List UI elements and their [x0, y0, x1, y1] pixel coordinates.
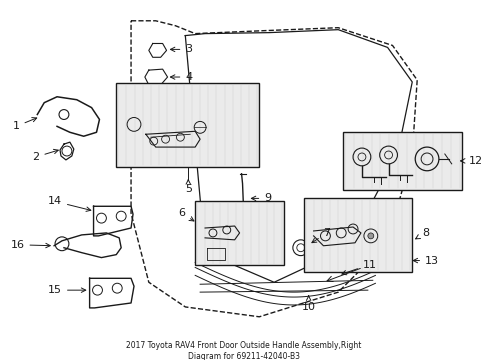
Text: 5: 5 — [184, 180, 191, 194]
Text: 16: 16 — [10, 240, 50, 250]
Text: 14: 14 — [48, 196, 91, 211]
Circle shape — [367, 233, 373, 239]
Text: 11: 11 — [341, 260, 376, 275]
Text: 9: 9 — [251, 193, 271, 203]
FancyBboxPatch shape — [195, 201, 284, 265]
FancyBboxPatch shape — [116, 83, 259, 167]
Text: 7: 7 — [311, 228, 330, 243]
Text: 4: 4 — [170, 72, 192, 82]
Text: 2017 Toyota RAV4 Front Door Outside Handle Assembly,Right
Diagram for 69211-4204: 2017 Toyota RAV4 Front Door Outside Hand… — [126, 342, 361, 360]
Text: 2: 2 — [32, 149, 58, 162]
FancyBboxPatch shape — [343, 132, 461, 189]
Text: 8: 8 — [415, 228, 428, 239]
Text: 10: 10 — [301, 296, 315, 312]
Text: 12: 12 — [460, 156, 482, 166]
Text: 6: 6 — [178, 208, 194, 221]
Text: 1: 1 — [13, 118, 37, 131]
FancyBboxPatch shape — [303, 198, 411, 273]
Text: 3: 3 — [170, 44, 192, 54]
Text: 15: 15 — [48, 285, 85, 295]
Text: 13: 13 — [412, 256, 438, 266]
